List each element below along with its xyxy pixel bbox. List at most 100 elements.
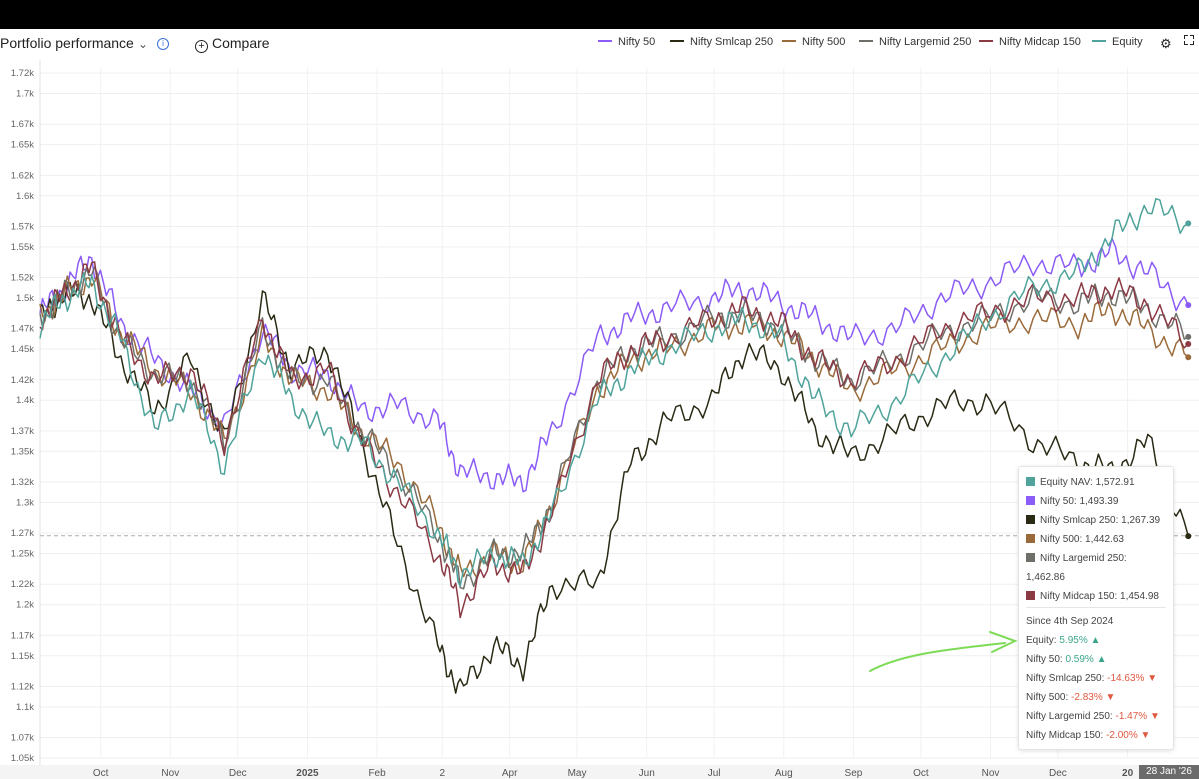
tooltip-value: Nifty 50: 1,493.39 <box>1040 496 1119 507</box>
annotation-arrow <box>869 631 1018 672</box>
series-line-nifty-500 <box>39 273 1189 579</box>
x-axis: Oct Nov Dec 2025 Feb 2 Apr May Jun Jul Aug Sep Oct No… <box>0 765 1199 779</box>
x-tick-label: 20 <box>1122 768 1134 779</box>
legend-item-nifty-midcap-150[interactable]: Nifty Midcap 150 <box>979 36 1081 48</box>
legend-swatch <box>598 39 612 42</box>
legend-swatch <box>859 39 873 42</box>
y-tick-label: 1.2k <box>16 600 34 611</box>
tooltip-row: Nifty 500: 1,442.63 <box>1026 534 1124 545</box>
series-line-equity <box>39 197 1189 587</box>
x-tick-label: Aug <box>775 768 793 779</box>
return-value: -2.83% ▼ <box>1071 692 1116 703</box>
fullscreen-icon[interactable] <box>1184 35 1194 45</box>
return-value: 5.95% ▲ <box>1059 635 1101 646</box>
y-tick-label: 1.67k <box>11 119 34 130</box>
y-tick-label: 1.22k <box>11 579 34 590</box>
return-name: Nifty Largemid 250: <box>1026 711 1116 722</box>
y-tick-label: 1.6k <box>16 191 34 202</box>
triangle-up-icon: ▲ <box>1096 654 1107 665</box>
legend-label: Nifty Largemid 250 <box>879 36 972 48</box>
x-tick-label: Feb <box>368 768 386 779</box>
gear-icon[interactable]: ⚙ <box>1160 36 1172 51</box>
triangle-down-icon: ▼ <box>1147 673 1158 684</box>
return-value: 0.59% ▲ <box>1065 654 1107 665</box>
y-tick-label: 1.4k <box>16 395 34 406</box>
legend-label: Nifty 50 <box>618 36 656 48</box>
x-tick-label: 2025 <box>296 768 319 779</box>
legend-item-nifty-smlcap-250[interactable]: Nifty Smlcap 250 <box>670 36 773 48</box>
return-name: Nifty 500: <box>1026 692 1072 703</box>
return-row: Nifty 500: -2.83% ▼ <box>1026 692 1115 703</box>
legend-label: Nifty Smlcap 250 <box>690 36 774 48</box>
y-tick-label: 1.42k <box>11 375 34 386</box>
y-tick-label: 1.45k <box>11 344 34 355</box>
x-tick-label: Dec <box>1049 768 1067 779</box>
return-name: Nifty Midcap 150: <box>1026 730 1107 741</box>
tooltip-swatch <box>1026 591 1035 600</box>
y-tick-label: 1.37k <box>11 426 34 437</box>
legend-swatch <box>1092 39 1106 42</box>
series-end-point <box>1185 533 1192 540</box>
y-tick-label: 1.55k <box>11 242 34 253</box>
tooltip-row: Equity NAV: 1,572.91 <box>1026 477 1135 488</box>
tooltip-swatch <box>1026 553 1035 562</box>
return-row: Equity: 5.95% ▲ <box>1026 635 1100 646</box>
tooltip-value: 1,462.86 <box>1026 572 1065 583</box>
data-tooltip: Equity NAV: 1,572.91 Nifty 50: 1,493.39 … <box>1018 466 1174 750</box>
tooltip-swatch <box>1026 496 1035 505</box>
y-tick-label: 1.3k <box>16 497 34 508</box>
tooltip-divider <box>1026 607 1166 608</box>
return-row: Nifty Largemid 250: -1.47% ▼ <box>1026 711 1160 722</box>
chart-header: Portfolio performance ⌄ i + Compare <box>0 29 1199 59</box>
info-icon[interactable]: i <box>157 38 169 50</box>
tooltip-row: Nifty Largemid 250: <box>1026 553 1127 564</box>
tooltip-row: Nifty 50: 1,493.39 <box>1026 496 1118 507</box>
x-tick-label: Apr <box>502 768 518 779</box>
tooltip-swatch <box>1026 534 1035 543</box>
y-tick-label: 1.7k <box>16 89 34 100</box>
legend-item-equity[interactable]: Equity <box>1092 36 1143 48</box>
plus-circle-icon: + <box>195 40 208 53</box>
tooltip-swatch <box>1026 477 1035 486</box>
series-lines <box>39 197 1192 694</box>
x-tick-label: 2 <box>439 768 445 779</box>
y-tick-label: 1.47k <box>11 324 34 335</box>
x-tick-label: Dec <box>229 768 247 779</box>
triangle-up-icon: ▲ <box>1090 635 1101 646</box>
legend-item-nifty-largemid-250[interactable]: Nifty Largemid 250 <box>859 36 971 48</box>
y-tick-label: 1.12k <box>11 681 34 692</box>
legend-item-nifty-50[interactable]: Nifty 50 <box>598 36 655 48</box>
since-date: 4th Sep 2024 <box>1053 616 1114 627</box>
chevron-down-icon[interactable]: ⌄ <box>138 37 149 51</box>
tooltip-swatch <box>1026 515 1035 524</box>
x-tick-label: Oct <box>93 768 109 779</box>
return-row: Nifty 50: 0.59% ▲ <box>1026 654 1107 665</box>
y-tick-label: 1.62k <box>11 170 34 181</box>
page-title: Portfolio performance <box>0 35 134 51</box>
compare-label: Compare <box>212 35 270 51</box>
series-end-point <box>1185 341 1192 347</box>
x-tick-label: Oct <box>913 768 929 779</box>
y-tick-label: 1.1k <box>16 702 34 713</box>
crosshair-date-badge: 28 Jan '26 <box>1139 765 1199 779</box>
y-tick-label: 1.07k <box>11 733 34 744</box>
series-end-point <box>1185 302 1192 309</box>
y-tick-label: 1.52k <box>11 273 34 284</box>
x-tick-label: Jun <box>639 768 655 779</box>
top-black-bar <box>0 0 1199 29</box>
return-row: Nifty Smlcap 250: -14.63% ▼ <box>1026 673 1157 684</box>
y-axis: 1.05k 1.07k 1.1k 1.12k 1.15k 1.17k 1.2k 1.22k 1.… <box>11 60 41 766</box>
y-tick-label: 1.57k <box>11 221 34 232</box>
y-tick-label: 1.32k <box>11 477 34 488</box>
y-tick-label: 1.35k <box>11 446 34 457</box>
triangle-down-icon: ▼ <box>1149 711 1160 722</box>
tooltip-value: Nifty Largemid 250: <box>1040 553 1127 564</box>
x-tick-label: May <box>568 768 587 779</box>
legend-item-nifty-500[interactable]: Nifty 500 <box>782 36 845 48</box>
compare-button[interactable]: + Compare <box>195 35 270 53</box>
legend-label: Nifty 500 <box>802 36 846 48</box>
legend-label: Nifty Midcap 150 <box>999 36 1081 48</box>
tooltip-value: Nifty Midcap 150: 1,454.98 <box>1040 591 1159 602</box>
y-tick-label: 1.25k <box>11 549 34 560</box>
